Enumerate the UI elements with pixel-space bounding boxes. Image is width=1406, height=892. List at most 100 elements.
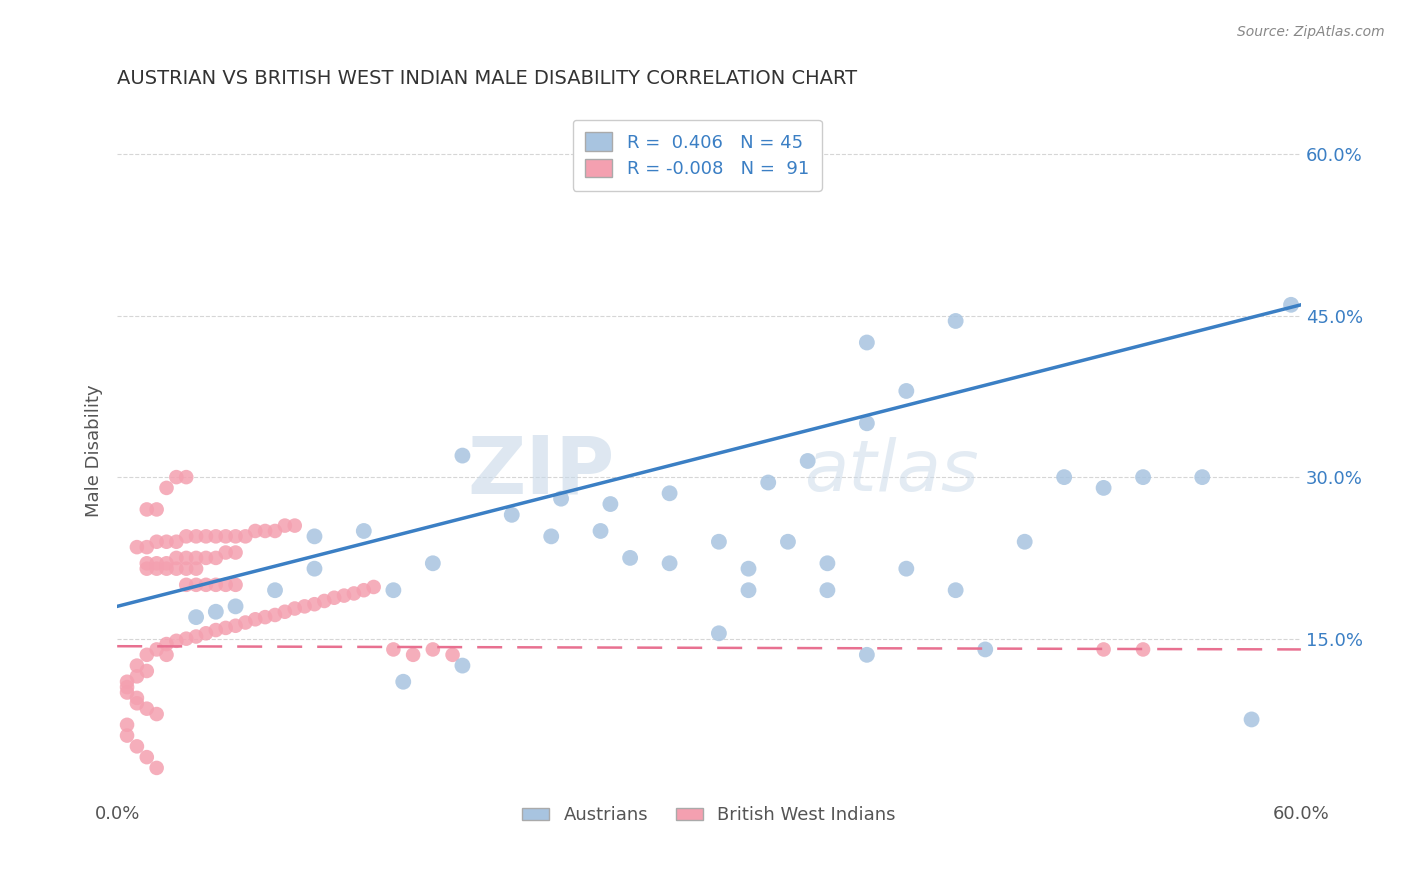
Point [945, 314, 967, 328]
Point [796, 454, 818, 468]
Point [215, 545, 238, 559]
Point [215, 529, 238, 543]
Point [402, 648, 425, 662]
Point [856, 335, 879, 350]
Point [599, 497, 621, 511]
Point [856, 417, 879, 431]
Point [422, 642, 444, 657]
Point [707, 534, 730, 549]
Point [184, 630, 207, 644]
Point [382, 583, 405, 598]
Point [776, 534, 799, 549]
Point [856, 648, 879, 662]
Point [235, 529, 257, 543]
Point [194, 550, 217, 565]
Point [194, 626, 217, 640]
Point [343, 586, 366, 600]
Point [165, 470, 187, 484]
Point [274, 605, 297, 619]
Point [264, 607, 287, 622]
Point [1092, 642, 1115, 657]
Point [254, 610, 277, 624]
Point [304, 562, 326, 576]
Point [205, 578, 228, 592]
Point [174, 632, 197, 646]
Point [264, 583, 287, 598]
Point [896, 562, 918, 576]
Point [155, 562, 177, 576]
Point [451, 658, 474, 673]
Point [135, 556, 157, 570]
Point [1132, 642, 1154, 657]
Point [174, 529, 197, 543]
Point [1053, 470, 1076, 484]
Point [115, 729, 138, 743]
Point [225, 578, 247, 592]
Point [165, 562, 187, 576]
Point [333, 589, 356, 603]
Point [205, 550, 228, 565]
Point [274, 518, 297, 533]
Point [155, 648, 177, 662]
Point [145, 707, 167, 722]
Point [145, 534, 167, 549]
Text: Source: ZipAtlas.com: Source: ZipAtlas.com [1237, 25, 1385, 39]
Point [125, 669, 148, 683]
Point [115, 718, 138, 732]
Point [184, 562, 207, 576]
Point [323, 591, 346, 605]
Point [215, 621, 238, 635]
Point [501, 508, 523, 522]
Point [1132, 470, 1154, 484]
Point [125, 690, 148, 705]
Point [135, 701, 157, 715]
Point [815, 556, 838, 570]
Point [135, 562, 157, 576]
Point [135, 750, 157, 764]
Point [589, 524, 612, 538]
Point [707, 131, 730, 145]
Point [945, 583, 967, 598]
Point [135, 664, 157, 678]
Point [235, 615, 257, 630]
Point [115, 674, 138, 689]
Point [1014, 534, 1036, 549]
Point [145, 642, 167, 657]
Point [1279, 298, 1302, 312]
Point [165, 534, 187, 549]
Point [1191, 470, 1213, 484]
Point [756, 475, 779, 490]
Point [284, 518, 307, 533]
Point [225, 529, 247, 543]
Point [815, 583, 838, 598]
Point [245, 524, 267, 538]
Point [125, 540, 148, 554]
Point [135, 648, 157, 662]
Legend: Austrians, British West Indians: Austrians, British West Indians [513, 797, 904, 833]
Point [205, 529, 228, 543]
Point [184, 578, 207, 592]
Point [896, 384, 918, 398]
Point [451, 449, 474, 463]
Point [174, 470, 197, 484]
Point [194, 578, 217, 592]
Point [658, 556, 681, 570]
Point [619, 550, 641, 565]
Text: AUSTRIAN VS BRITISH WEST INDIAN MALE DISABILITY CORRELATION CHART: AUSTRIAN VS BRITISH WEST INDIAN MALE DIS… [117, 69, 858, 87]
Point [135, 502, 157, 516]
Point [737, 562, 759, 576]
Point [165, 550, 187, 565]
Point [225, 545, 247, 559]
Point [294, 599, 316, 614]
Point [174, 562, 197, 576]
Point [225, 599, 247, 614]
Point [145, 556, 167, 570]
Point [174, 578, 197, 592]
Point [974, 642, 997, 657]
Point [174, 550, 197, 565]
Point [165, 633, 187, 648]
Point [125, 739, 148, 754]
Point [284, 601, 307, 615]
Point [194, 529, 217, 543]
Point [145, 562, 167, 576]
